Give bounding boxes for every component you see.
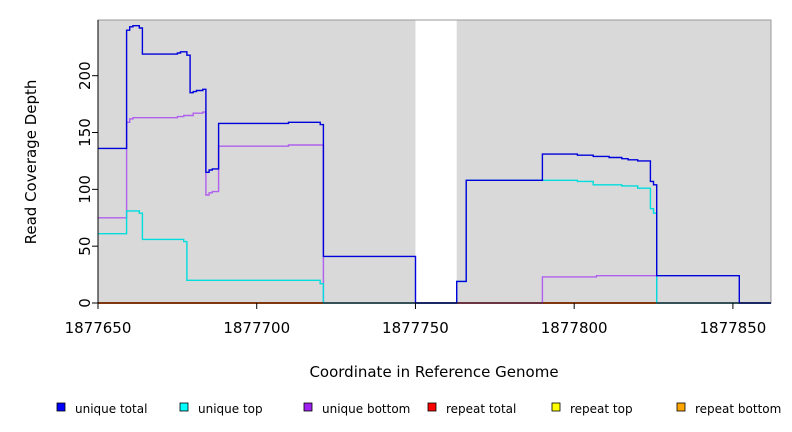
axes-layer: 0 50 100 150 200 1877650 1877700 1877750 1877800… (65, 19, 772, 337)
legend-label-unique-top: unique top (198, 402, 263, 416)
legend: unique total unique top unique bottom repea… (56, 402, 781, 416)
legend-label-repeat-total: repeat total (446, 402, 516, 416)
series-line-unique-bottom (98, 111, 771, 304)
legend-swatch-repeat-total (427, 402, 437, 412)
y-tick-label: 0 (76, 298, 94, 308)
y-axis-title: Read Coverage Depth (22, 80, 40, 245)
legend-label-unique-bottom: unique bottom (322, 402, 410, 416)
legend-swatch-repeat-bottom (676, 402, 686, 412)
legend-label-repeat-top: repeat top (570, 402, 633, 416)
gap-region (415, 20, 457, 303)
legend-swatch-unique-total (56, 402, 66, 412)
legend-swatch-repeat-top (551, 402, 561, 412)
series-line-unique-total (98, 25, 771, 304)
y-tick-label: 100 (76, 175, 94, 204)
x-tick-label: 1877650 (65, 319, 132, 337)
legend-label-repeat-bottom: repeat bottom (695, 402, 781, 416)
x-tick-label: 1877850 (699, 319, 766, 337)
x-tick-label: 1877750 (382, 319, 449, 337)
x-axis-title: Coordinate in Reference Genome (309, 363, 558, 381)
y-tick-label: 50 (76, 237, 94, 256)
y-tick-label: 150 (76, 118, 94, 147)
legend-swatch-unique-bottom (303, 402, 313, 412)
x-tick-label: 1877700 (223, 319, 290, 337)
legend-swatch-unique-top (179, 402, 189, 412)
y-tick-label: 200 (76, 61, 94, 90)
x-tick-label: 1877800 (541, 319, 608, 337)
legend-label-unique-total: unique total (75, 402, 147, 416)
